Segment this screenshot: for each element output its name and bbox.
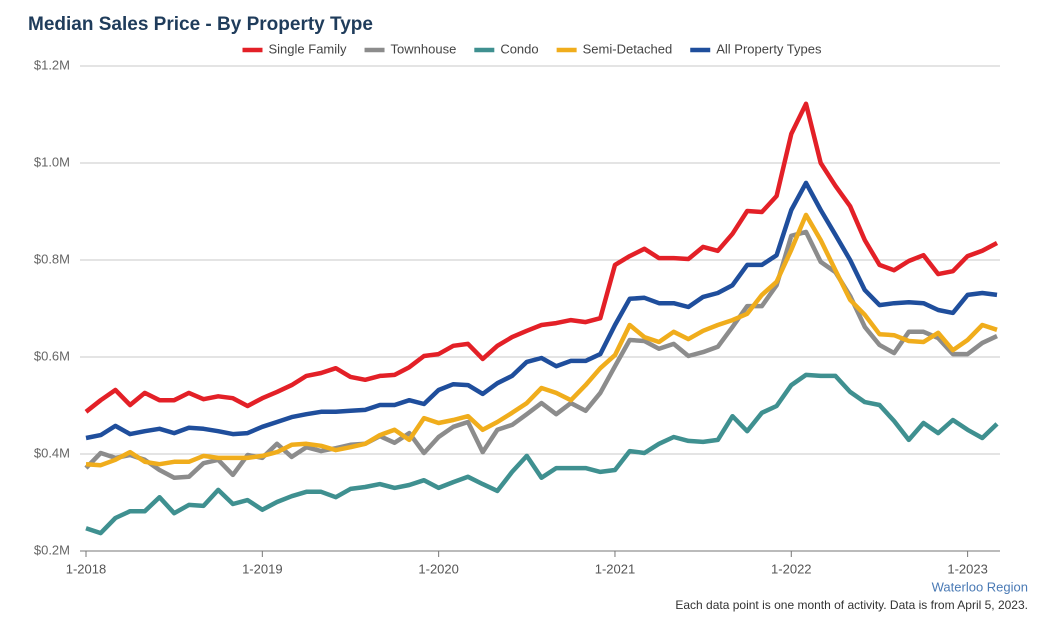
x-tick-label: 1-2018	[66, 561, 106, 576]
series-line	[85, 212, 998, 468]
x-tick-label: 1-2021	[595, 561, 635, 576]
series-line	[84, 101, 999, 414]
legend-label: Condo	[500, 41, 538, 56]
footnote: Each data point is one month of activity…	[675, 598, 1028, 612]
legend-label: All Property Types	[716, 41, 822, 56]
series-line	[84, 229, 998, 481]
x-tick-label: 1-2019	[242, 561, 282, 576]
x-tick-label: 1-2020	[418, 561, 458, 576]
series-line	[85, 180, 998, 441]
x-tick-label: 1-2023	[947, 561, 987, 576]
y-tick-label: $0.2M	[34, 542, 70, 557]
legend-label: Semi-Detached	[583, 41, 673, 56]
y-tick-label: $1.2M	[34, 57, 70, 72]
legend-label: Townhouse	[391, 41, 457, 56]
chart-title: Median Sales Price - By Property Type	[28, 14, 373, 35]
y-tick-label: $1.0M	[34, 154, 70, 169]
source-label: Waterloo Region	[932, 579, 1028, 594]
x-tick-label: 1-2022	[771, 561, 811, 576]
legend-label: Single Family	[269, 41, 348, 56]
series-line	[85, 372, 999, 536]
y-tick-label: $0.6M	[34, 348, 70, 363]
y-tick-label: $0.8M	[34, 251, 70, 266]
y-tick-label: $0.4M	[34, 445, 70, 460]
